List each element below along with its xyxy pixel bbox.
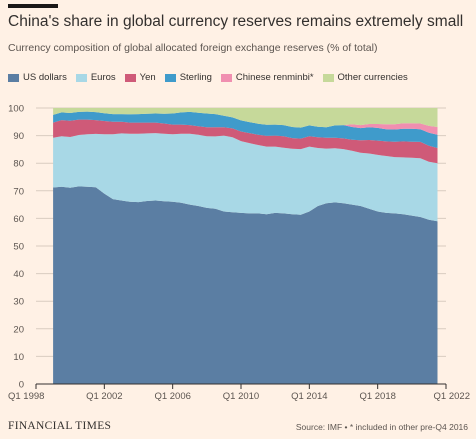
legend-label-other-currencies: Other currencies — [337, 72, 408, 83]
legend-item-sterling: Sterling — [164, 72, 212, 83]
area-us-dollars — [53, 186, 438, 384]
legend: US dollars Euros Yen Sterling Chinese re… — [8, 72, 470, 83]
area-euros — [53, 133, 438, 222]
y-tick-label: 10 — [13, 352, 24, 363]
y-tick-label: 20 — [13, 324, 24, 335]
legend-label-yen: Yen — [139, 72, 156, 83]
legend-label-sterling: Sterling — [179, 72, 212, 83]
stacked-area-chart: 0 10 20 30 40 50 60 70 80 90 100 Q1 1998 Q1 2002 Q1 2… — [8, 104, 470, 403]
chart-subtitle: Currency composition of global allocated… — [8, 42, 378, 54]
y-tick-label: 70 — [13, 186, 24, 197]
x-tick-label: Q1 2010 — [223, 391, 259, 402]
y-tick-label: 0 — [19, 380, 24, 391]
legend-swatch-yen — [124, 73, 136, 82]
legend-item-us-dollars: US dollars — [8, 72, 67, 83]
legend-item-yen: Yen — [124, 72, 156, 83]
y-tick-label: 50 — [13, 242, 24, 253]
legend-label-us-dollars: US dollars — [23, 72, 67, 83]
legend-swatch-chinese-renminbi — [220, 73, 232, 82]
area-sterling — [53, 111, 438, 148]
area-yen — [53, 119, 438, 164]
area-layer — [53, 108, 438, 384]
top-rule — [8, 4, 58, 8]
legend-label-chinese-renminbi: Chinese renminbi* — [235, 72, 314, 83]
y-tick-label: 90 — [13, 131, 24, 142]
x-tick-label: Q1 1998 — [8, 391, 44, 402]
legend-swatch-other-currencies — [322, 73, 334, 82]
x-tick-label: Q1 2022 — [434, 391, 470, 402]
legend-item-euros: Euros — [75, 72, 116, 83]
x-tick-label: Q1 2014 — [291, 391, 327, 402]
y-tick-label: 40 — [13, 269, 24, 280]
legend-item-chinese-renminbi: Chinese renminbi* — [220, 72, 314, 83]
area-other-currencies — [53, 108, 438, 128]
legend-swatch-euros — [75, 73, 87, 82]
chart-title: China's share in global currency reserve… — [8, 13, 464, 30]
y-tick-label: 80 — [13, 159, 24, 170]
y-tick-label: 30 — [13, 297, 24, 308]
y-tick-label: 60 — [13, 214, 24, 225]
x-tick-label: Q1 2006 — [154, 391, 190, 402]
source-note: Source: IMF • * included in other pre-Q4… — [295, 422, 468, 432]
legend-swatch-sterling — [164, 73, 176, 82]
axis-layer: 0 10 20 30 40 50 60 70 80 90 100 Q1 1998 Q1 2002 Q1 2… — [8, 104, 470, 403]
legend-item-other-currencies: Other currencies — [322, 72, 408, 83]
ft-logo-text: FINANCIAL TIMES — [8, 420, 112, 432]
x-tick-label: Q1 2018 — [359, 391, 395, 402]
y-tick-label: 100 — [8, 104, 24, 115]
legend-label-euros: Euros — [90, 72, 116, 83]
x-tick-label: Q1 2002 — [86, 391, 122, 402]
legend-swatch-us-dollars — [8, 73, 19, 82]
